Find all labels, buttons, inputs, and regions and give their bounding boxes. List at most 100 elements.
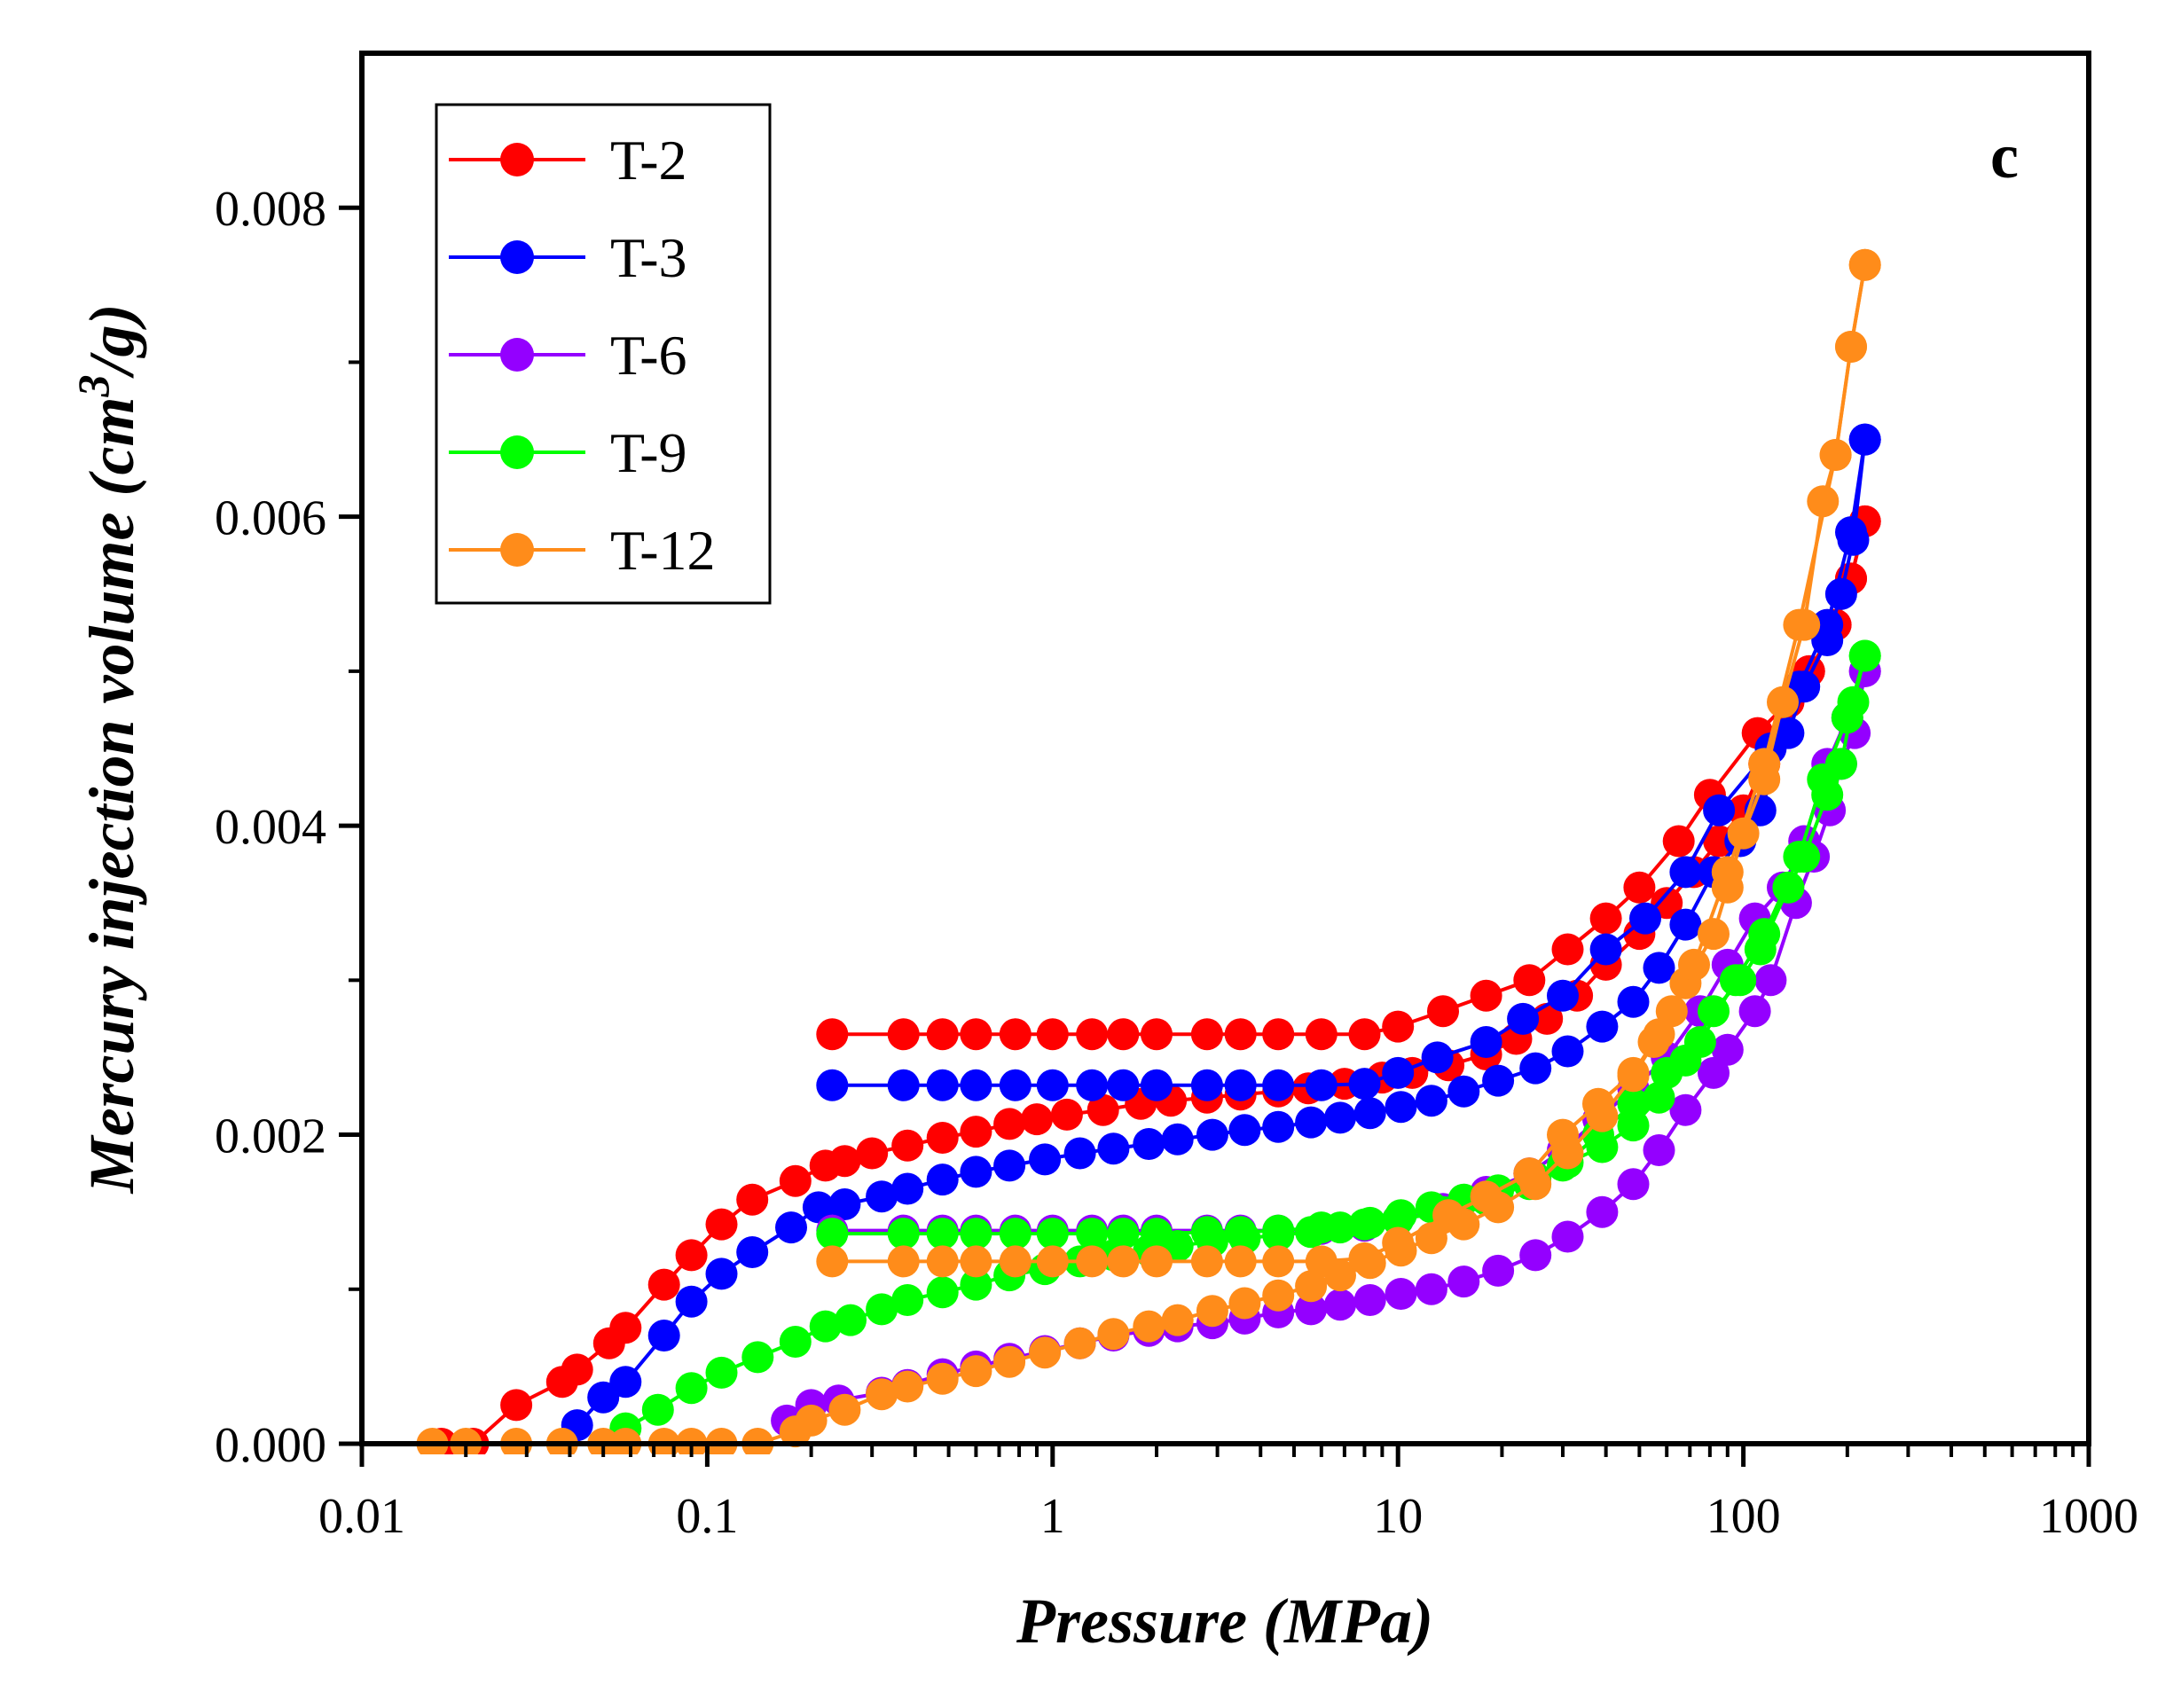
data-point <box>1305 1069 1338 1101</box>
data-point <box>926 1018 959 1051</box>
data-point <box>816 1218 849 1250</box>
data-point <box>587 1381 620 1414</box>
data-point <box>1683 1026 1716 1058</box>
data-point <box>500 1389 533 1422</box>
data-point <box>1086 1093 1119 1126</box>
legend-marker <box>500 533 534 567</box>
data-point <box>1161 1123 1194 1156</box>
data-point <box>1637 1026 1670 1058</box>
series-t-3 <box>561 423 1881 1442</box>
data-point <box>1719 964 1752 997</box>
data-point <box>1295 1106 1328 1139</box>
data-point <box>1262 1245 1295 1278</box>
data-point <box>1617 1087 1650 1120</box>
data-point <box>675 1239 708 1272</box>
data-point <box>795 1404 828 1437</box>
data-point <box>1507 1002 1540 1035</box>
data-point <box>1190 1018 1223 1051</box>
data-point <box>960 1355 992 1388</box>
data-point <box>828 1393 861 1426</box>
data-point <box>999 1218 1032 1250</box>
data-point <box>1623 871 1656 904</box>
data-point <box>926 1163 959 1196</box>
data-point <box>1629 902 1661 935</box>
data-point <box>1196 1118 1228 1151</box>
data-point <box>1141 1218 1173 1250</box>
data-point <box>1662 825 1695 858</box>
legend-marker <box>500 338 534 372</box>
data-point <box>1698 918 1730 951</box>
data-point <box>960 1218 992 1250</box>
data-point <box>926 1069 959 1101</box>
data-point <box>1382 1010 1415 1043</box>
data-point <box>809 1310 842 1343</box>
x-axis: 0.01 0.1 1 10 100 1000 <box>318 1444 2138 1544</box>
plot-frame <box>359 51 2091 1446</box>
legend-label: T-2 <box>610 129 687 192</box>
data-point <box>1036 1245 1069 1278</box>
data-point <box>1470 1180 1502 1213</box>
data-point <box>1783 841 1816 873</box>
data-point <box>1547 1118 1579 1151</box>
data-point <box>1848 639 1881 672</box>
data-point <box>1190 1069 1223 1101</box>
x-tick-label: 0.01 <box>318 1489 405 1544</box>
data-point <box>960 1116 992 1148</box>
legend-item: T-2 <box>449 129 687 192</box>
data-point <box>1224 1018 1257 1051</box>
data-point <box>999 1245 1032 1278</box>
data-point <box>1415 1085 1447 1117</box>
data-point <box>1513 964 1546 997</box>
data-point <box>1835 516 1867 549</box>
data-point <box>1262 1069 1295 1101</box>
data-point <box>741 1341 774 1374</box>
data-point <box>993 1149 1026 1182</box>
data-point <box>1348 1208 1381 1241</box>
data-point <box>1133 1128 1165 1160</box>
data-point <box>1036 1069 1069 1101</box>
data-point <box>1385 1091 1417 1124</box>
data-point <box>926 1218 959 1250</box>
data-point <box>1547 979 1579 1012</box>
data-point <box>1669 856 1702 889</box>
legend-marker <box>500 435 534 469</box>
data-point <box>1076 1069 1109 1101</box>
y-tick-label: 0.000 <box>215 1418 326 1473</box>
data-point <box>775 1211 807 1244</box>
data-point <box>816 1245 849 1278</box>
data-point <box>647 1320 680 1352</box>
data-point <box>802 1191 835 1224</box>
data-point <box>1678 948 1710 981</box>
data-point <box>1835 331 1867 363</box>
data-point <box>926 1362 959 1395</box>
data-point <box>609 1312 642 1344</box>
data-point <box>1582 1087 1614 1120</box>
data-point <box>1703 794 1736 827</box>
y-axis-title-superscript: 3 <box>68 375 118 398</box>
series-line-extrusion <box>832 439 1867 1087</box>
data-point <box>1029 1336 1062 1369</box>
legend-item: T-12 <box>449 519 716 582</box>
data-point <box>1748 748 1781 780</box>
data-point <box>1783 608 1816 641</box>
data-point <box>828 1145 861 1178</box>
y-tick-label: 0.006 <box>215 491 326 546</box>
data-point <box>1698 1056 1730 1089</box>
data-point <box>1036 1018 1069 1051</box>
data-point <box>1050 1098 1083 1131</box>
data-point <box>1262 1279 1295 1312</box>
data-point <box>1107 1069 1140 1101</box>
data-point <box>891 1370 924 1403</box>
data-point <box>1551 1220 1584 1253</box>
legend-marker <box>500 240 534 274</box>
data-point <box>1415 1273 1447 1305</box>
data-point <box>1161 1304 1194 1336</box>
svg-text:Mercury injection volume (cm3/: Mercury injection volume (cm3/g) <box>68 304 147 1195</box>
data-point <box>960 1245 992 1278</box>
data-point <box>1076 1018 1109 1051</box>
data-point <box>1224 1245 1257 1278</box>
data-point <box>1063 1327 1096 1359</box>
panel-label: c <box>1990 121 2019 192</box>
data-point <box>1643 952 1675 984</box>
data-point <box>1421 1041 1454 1074</box>
